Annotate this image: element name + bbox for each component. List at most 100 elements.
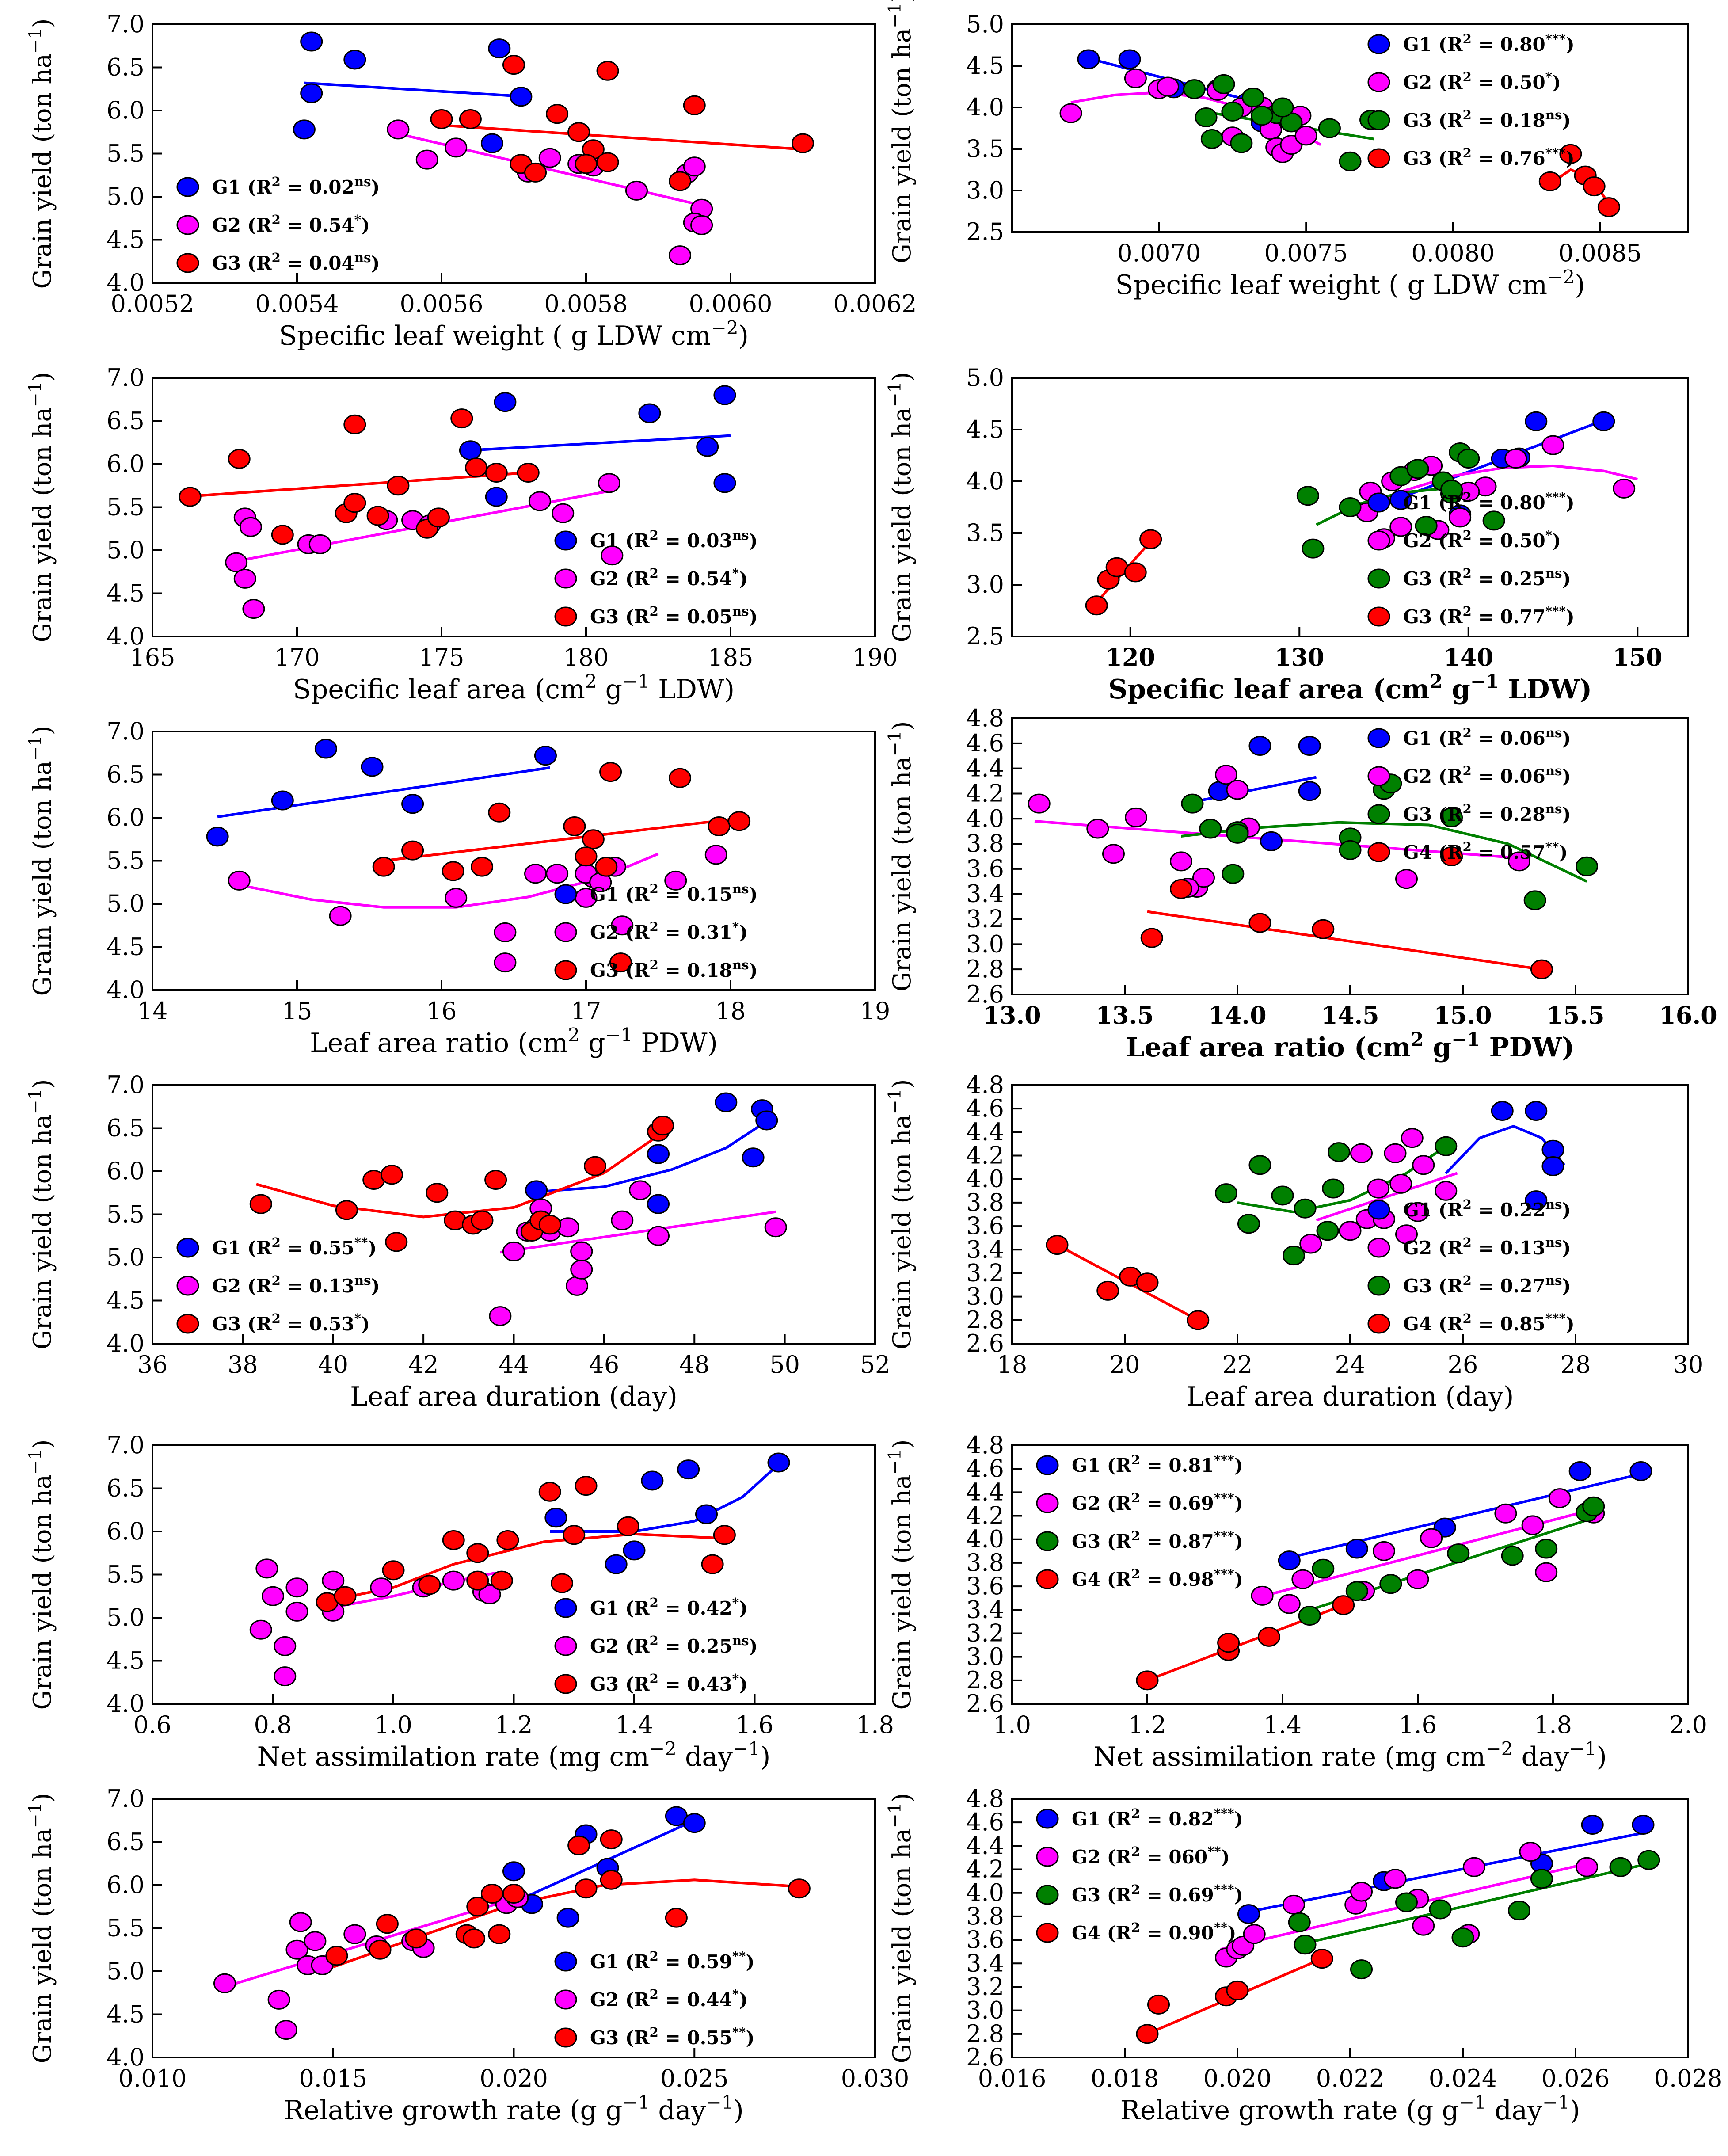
data-point-g3 <box>596 152 619 172</box>
y-tick-label: 4.0 <box>966 93 1004 121</box>
data-point-g3 <box>596 61 619 81</box>
data-point-g4 <box>1312 919 1335 939</box>
legend-entry: G2 (R2 = 0.50*) <box>1403 69 1561 94</box>
data-point-g2 <box>329 906 352 926</box>
legend-entry: G1 (R2 = 0.80***) <box>1403 31 1575 56</box>
data-point-g2 <box>1412 1155 1435 1175</box>
data-point-g2 <box>1102 844 1125 864</box>
data-point-g1 <box>677 1459 700 1480</box>
x-tick-label: 175 <box>419 644 464 671</box>
data-point-g3 <box>595 857 618 877</box>
data-point-g3 <box>582 829 605 849</box>
y-tick-label: 4.5 <box>966 415 1004 443</box>
y-tick-label: 3.4 <box>966 1596 1004 1623</box>
data-point-g3 <box>1195 107 1218 128</box>
x-tick-label: 18 <box>716 997 746 1025</box>
x-tick-label: 0.022 <box>1316 2065 1385 2092</box>
x-tick-label: 1.8 <box>1534 1711 1572 1739</box>
data-point-g3 <box>538 1482 561 1502</box>
data-point-g2 <box>552 503 575 523</box>
x-tick-label: 14.0 <box>1208 1001 1267 1029</box>
data-point-g2 <box>528 491 551 511</box>
legend-marker <box>554 530 577 551</box>
data-point-g3 <box>1447 1543 1470 1564</box>
x-tick-label: 16 <box>426 997 457 1025</box>
data-point-g3 <box>1415 516 1438 536</box>
y-tick-label: 4.0 <box>966 467 1004 495</box>
x-tick-label: 1.4 <box>615 1711 653 1739</box>
legend-marker <box>176 215 199 235</box>
data-point-g3 <box>1312 1558 1335 1579</box>
data-point-g3 <box>466 1897 489 1917</box>
data-point-g3 <box>459 109 482 129</box>
x-tick-label: 0.025 <box>660 2065 729 2092</box>
y-tick-label: 4.4 <box>966 754 1004 782</box>
legend-marker <box>554 606 577 627</box>
x-tick-label: 0.0060 <box>689 290 773 318</box>
legend: G1 (R2 = 0.22ns) G2 (R2 = 0.13ns) G3 (R2 =… <box>1367 1196 1575 1335</box>
data-point-g3 <box>1609 1857 1632 1877</box>
data-point-g2 <box>274 1636 297 1656</box>
data-point-g3 <box>1241 87 1264 107</box>
data-point-g1 <box>641 1470 664 1491</box>
data-point-g2 <box>225 552 248 572</box>
legend-marker <box>1367 148 1390 168</box>
x-tick-label: 170 <box>274 644 320 671</box>
data-point-g3 <box>1296 486 1319 506</box>
data-point-g3 <box>1339 151 1362 171</box>
x-axis-label: Specific leaf area (cm2 g−1 LDW) <box>293 670 735 705</box>
legend: G1 (R2 = 0.81***) G2 (R2 = 0.69***) G3 (R2… <box>1036 1452 1243 1590</box>
data-point-g4 <box>1096 1280 1119 1301</box>
legend-marker <box>554 1636 577 1656</box>
data-point-g1 <box>623 1540 646 1561</box>
data-point-g2 <box>704 845 727 865</box>
data-point-g1 <box>488 38 511 59</box>
y-tick-label: 5.5 <box>107 1200 145 1228</box>
data-point-g3 <box>575 1878 598 1899</box>
data-point-g3 <box>669 171 692 191</box>
y-tick-label: 5.0 <box>966 10 1004 38</box>
y-tick-label: 4.5 <box>107 2000 145 2028</box>
legend: G1 (R2 = 0.06ns) G2 (R2 = 0.06ns) G3 (R2 =… <box>1367 725 1571 863</box>
y-tick-label: 7.0 <box>107 1431 145 1459</box>
data-point-g2 <box>387 119 410 140</box>
legend-entry: G3 (R2 = 0.27ns) <box>1403 1272 1571 1297</box>
data-point-g3 <box>575 846 598 867</box>
y-tick-label: 4.4 <box>966 1118 1004 1146</box>
data-point-g1 <box>271 790 294 811</box>
data-point-g3 <box>1395 1892 1418 1912</box>
data-point-g3 <box>1501 1546 1524 1566</box>
y-tick-label: 4.0 <box>107 976 145 1004</box>
x-tick-label: 0.028 <box>1654 2065 1723 2092</box>
data-point-g2 <box>1412 1916 1435 1936</box>
data-point-g3 <box>1322 1178 1345 1199</box>
legend-marker <box>554 922 577 942</box>
data-point-g2 <box>1124 68 1147 88</box>
data-point-g2 <box>566 1276 589 1296</box>
data-point-g1 <box>755 1110 778 1131</box>
data-point-g3 <box>1124 562 1147 583</box>
data-point-g2 <box>690 215 713 235</box>
data-point-g2 <box>274 1666 297 1687</box>
data-point-g2 <box>415 149 438 170</box>
chart-p10: 1.0 1.2 1.4 1.6 1.8 2.02.62.83.03.23.43.63.84… <box>885 1431 1707 1772</box>
data-point-g3 <box>1597 197 1620 217</box>
legend: G1 (R2 = 0.80***) G2 (R2 = 0.50*) G3 (R2 =… <box>1367 31 1575 169</box>
y-tick-label: 3.0 <box>966 1643 1004 1671</box>
data-point-g1 <box>1629 1461 1652 1481</box>
data-point-g3 <box>1508 1901 1530 1921</box>
y-tick-label: 3.8 <box>966 1549 1004 1577</box>
data-point-g3 <box>1379 1574 1402 1594</box>
data-point-g4 <box>1257 1627 1280 1647</box>
data-point-g1 <box>1298 736 1321 756</box>
data-point-g4 <box>1170 879 1192 899</box>
data-point-g3 <box>430 109 453 129</box>
data-point-g3 <box>1582 1496 1605 1516</box>
data-point-g3 <box>1200 129 1223 149</box>
data-point-g1 <box>1237 1904 1260 1924</box>
data-point-g3 <box>567 1835 590 1855</box>
chart-p9: 0.6 0.8 1.0 1.2 1.4 1.6 1.8 4.0 4.5 5.0 5.5 6.0 6.5 7… <box>26 1431 894 1772</box>
x-tick-label: 13.5 <box>1096 1001 1154 1029</box>
legend-entry: G4 (R2 = 0.85***) <box>1403 1310 1575 1335</box>
y-tick-label: 5.5 <box>107 1561 145 1588</box>
